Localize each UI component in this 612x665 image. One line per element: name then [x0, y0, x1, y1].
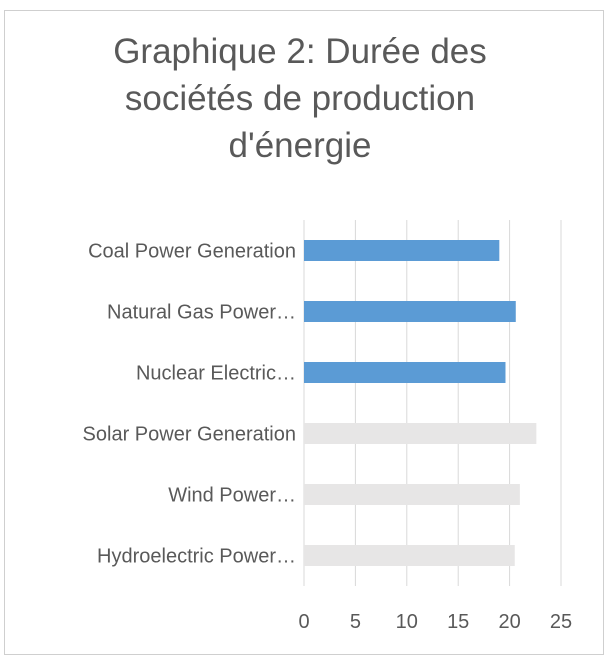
- bar: [304, 423, 537, 444]
- bar: [304, 484, 520, 505]
- x-tick-label: 0: [298, 611, 309, 633]
- category-label: Coal Power Generation: [88, 241, 296, 263]
- x-tick-label: 25: [550, 611, 572, 633]
- category-label: Natural Gas Power…: [107, 302, 296, 324]
- chart-title-line-1: Graphique 2: Durée des: [113, 32, 487, 71]
- category-label: Solar Power Generation: [83, 424, 296, 446]
- x-tick-label: 15: [447, 611, 469, 633]
- x-tick-label: 5: [350, 611, 361, 633]
- x-tick-label: 10: [396, 611, 418, 633]
- chart-title-line-2: sociétés de production: [124, 79, 476, 118]
- bars: [304, 240, 537, 566]
- bar: [304, 240, 500, 261]
- bar: [304, 362, 506, 383]
- chart-title-line-3: d'énergie: [228, 126, 372, 165]
- x-tick-label: 20: [498, 611, 520, 633]
- chart-title: Graphique 2: Durée des sociétés de produ…: [40, 28, 560, 169]
- bar: [304, 545, 515, 566]
- gridlines: [303, 220, 562, 586]
- category-label: Hydroelectric Power…: [97, 546, 296, 568]
- category-label: Wind Power…: [168, 485, 296, 507]
- category-label: Nuclear Electric…: [136, 363, 296, 385]
- x-tick-labels: 0 5 10 15 20 25: [298, 611, 572, 633]
- category-labels: Coal Power Generation Natural Gas Power… N…: [83, 241, 296, 568]
- bar: [304, 301, 516, 322]
